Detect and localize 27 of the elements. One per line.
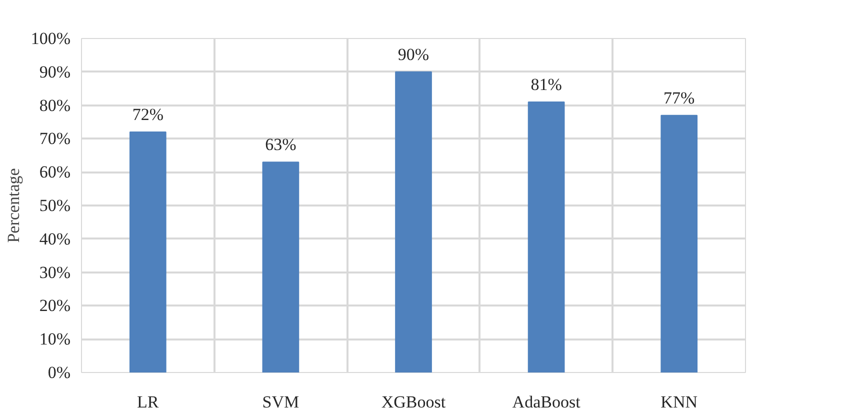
y-tick-label: 50%	[39, 196, 71, 215]
x-tick-label: XGBoost	[381, 392, 446, 412]
x-tick-label: AdaBoost	[512, 392, 581, 412]
bar	[262, 162, 300, 372]
data-label: 90%	[398, 44, 430, 64]
y-tick-label: 20%	[39, 296, 71, 316]
y-tick-label: 60%	[39, 162, 71, 182]
y-tick-label: 30%	[39, 262, 71, 282]
y-tick-label: 80%	[39, 96, 71, 115]
y-tick-label: 100%	[30, 29, 71, 48]
bar	[395, 71, 432, 372]
x-tick-label: KNN	[660, 392, 698, 412]
y-axis-title: Percentage	[4, 168, 23, 243]
y-tick-label: 70%	[39, 129, 71, 148]
x-tick-label: SVM	[262, 392, 300, 412]
y-tick-label: 0%	[48, 363, 71, 382]
y-tick-label: 40%	[39, 229, 71, 248]
y-tick-label: 90%	[39, 62, 71, 82]
bar	[528, 101, 565, 372]
data-label: 81%	[530, 74, 562, 94]
bar	[129, 132, 166, 372]
data-label: 72%	[132, 105, 164, 124]
data-label: 77%	[664, 88, 695, 108]
y-tick-label: 10%	[39, 330, 71, 349]
x-tick-label: LR	[137, 392, 160, 412]
data-label: 63%	[265, 135, 296, 154]
bar	[660, 114, 698, 372]
